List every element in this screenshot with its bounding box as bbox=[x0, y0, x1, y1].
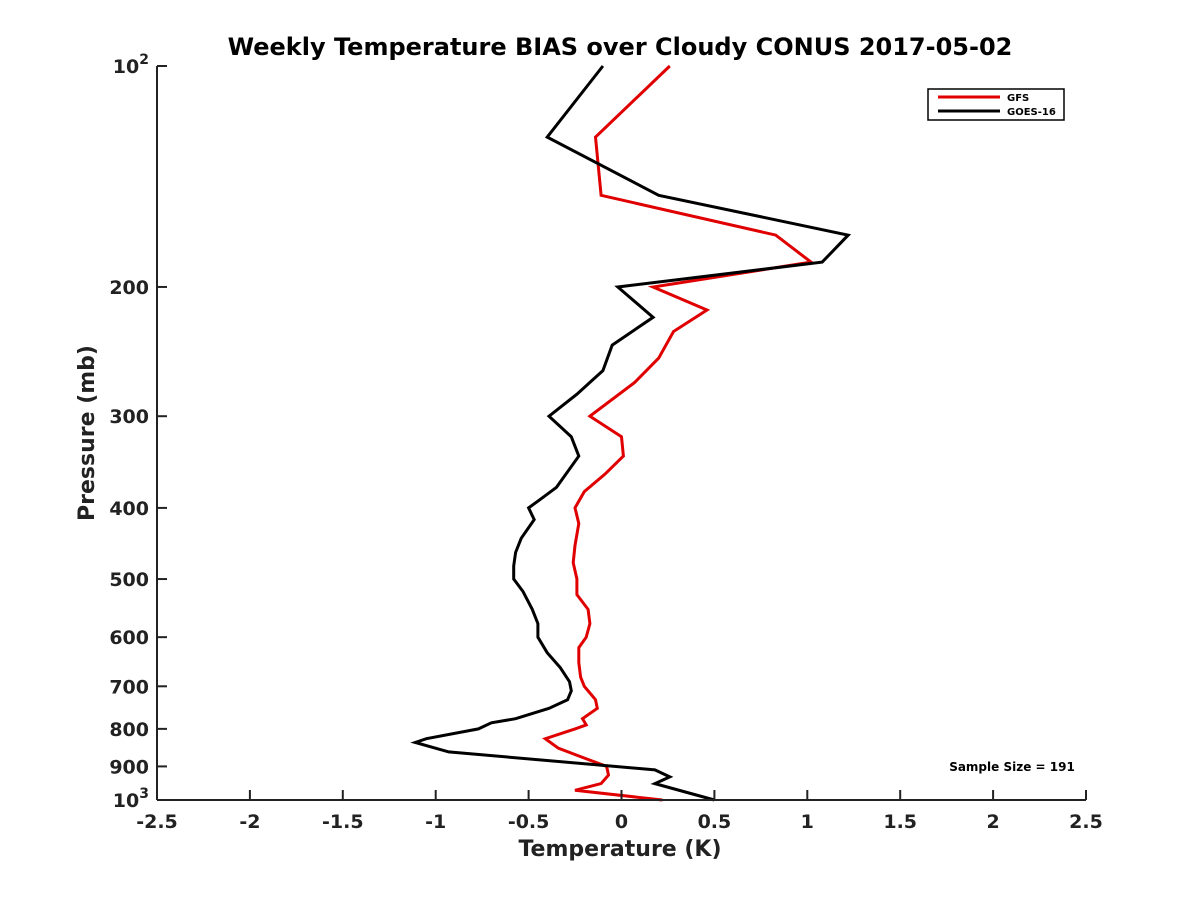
y-tick-label: 800 bbox=[109, 719, 149, 741]
series-line-gfs bbox=[542, 64, 815, 802]
chart-title: Weekly Temperature BIAS over Cloudy CONU… bbox=[228, 33, 1013, 61]
x-axis-label: Temperature (K) bbox=[518, 837, 721, 862]
x-tick-label: 2 bbox=[986, 811, 999, 833]
legend-label: GFS bbox=[1007, 93, 1029, 104]
legend-items: GFS GOES-16 bbox=[938, 93, 1056, 118]
y-tick-label: 300 bbox=[109, 406, 149, 428]
x-tick-label: -1.5 bbox=[322, 811, 364, 833]
y-tick-label: 700 bbox=[109, 676, 149, 698]
series-line-goes-16 bbox=[410, 65, 852, 802]
x-tick-label: 0.5 bbox=[698, 811, 732, 833]
x-tick-label: 1.5 bbox=[883, 811, 917, 833]
x-tick-label: -2 bbox=[239, 811, 260, 833]
x-tick-label: -0.5 bbox=[508, 811, 550, 833]
x-tick-label: -1 bbox=[425, 811, 446, 833]
series-layer bbox=[410, 64, 852, 802]
x-ticks: -2.5 -2 -1.5 -1 -0.5 0 0.5 1 1.5 2 2.5 bbox=[136, 790, 1103, 833]
y-tick-label: 102 bbox=[113, 52, 149, 78]
x-tick-label: 1 bbox=[801, 811, 814, 833]
legend-box bbox=[927, 88, 1065, 121]
y-axis-label: Pressure (mb) bbox=[75, 345, 100, 521]
y-tick-label: 500 bbox=[109, 569, 149, 591]
x-tick-label: -2.5 bbox=[136, 811, 178, 833]
sample-size-annotation: Sample Size = 191 bbox=[949, 760, 1075, 774]
x-tick-label: 2.5 bbox=[1069, 811, 1103, 833]
y-tick-label: 900 bbox=[109, 756, 149, 778]
legend: GFS GOES-16 bbox=[927, 88, 1065, 121]
y-tick-label: 103 bbox=[113, 786, 149, 812]
y-tick-label: 600 bbox=[109, 627, 149, 649]
x-tick-label: 0 bbox=[615, 811, 628, 833]
y-tick-label: 200 bbox=[109, 277, 149, 299]
legend-label: GOES-16 bbox=[1007, 107, 1056, 118]
y-ticks: 102 200 300 400 500 600 700 800 900 103 bbox=[109, 52, 167, 812]
y-tick-label: 400 bbox=[109, 498, 149, 520]
